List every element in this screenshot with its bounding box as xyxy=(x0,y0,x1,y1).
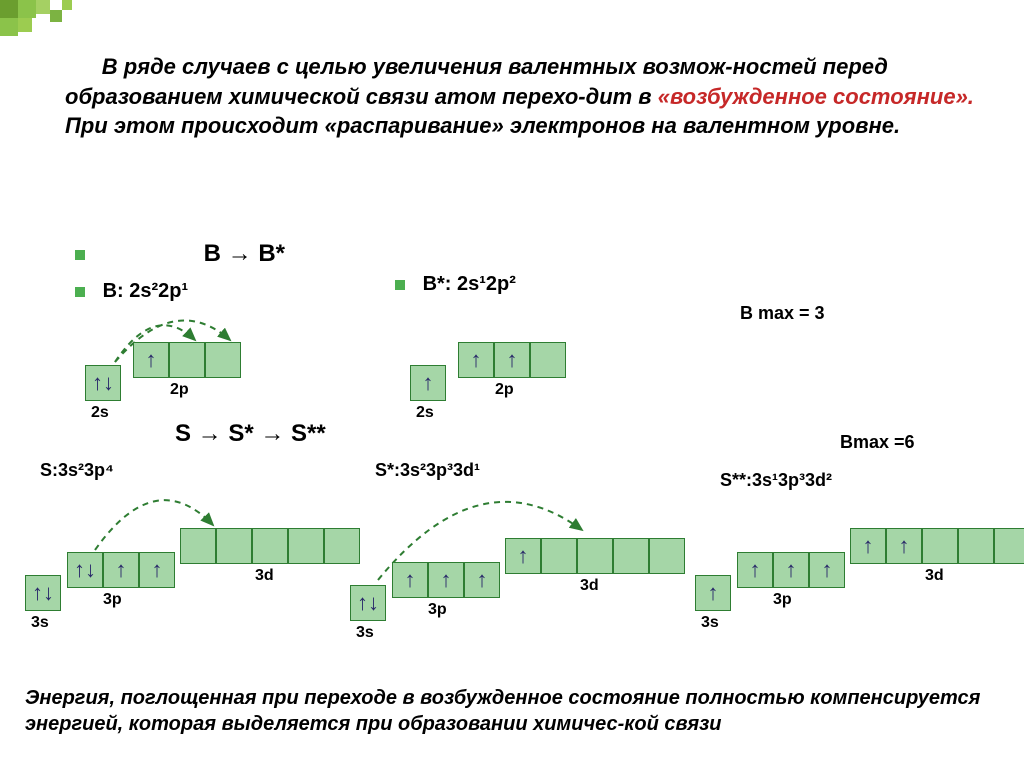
corner-decoration xyxy=(0,0,120,45)
orbital-cell xyxy=(649,538,685,574)
sulfur-star-diagram: ↑↓ 3s ↑↑↑ 3p ↑ 3d xyxy=(350,480,690,640)
orbital-2p: ↑ xyxy=(133,342,241,378)
orbital-3d: ↑↑ xyxy=(850,528,1024,564)
orbital-cell: ↑↓ xyxy=(85,365,121,401)
sulfur-dstar-config: S**:3s¹3p³3d² xyxy=(720,470,832,491)
orbital-3s: ↑↓ xyxy=(25,575,61,611)
label-3d: 3d xyxy=(255,567,274,585)
orbital-2s: ↑↓ xyxy=(85,365,121,401)
intro-red: «возбужденное состояние». xyxy=(658,84,974,109)
orbital-cell xyxy=(541,538,577,574)
label-3p: 3p xyxy=(428,601,447,619)
orbital-2p: ↑↑ xyxy=(458,342,566,378)
orbital-3d: ↑ xyxy=(505,538,685,574)
orbital-cell: ↑ xyxy=(850,528,886,564)
boron-transition-line: B → B* xyxy=(75,240,285,268)
label-3s: 3s xyxy=(356,624,374,642)
boron-excited-config: B*: 2s¹2p² xyxy=(423,273,516,295)
orbital-cell: ↑ xyxy=(809,552,845,588)
orbital-3s: ↑↓ xyxy=(350,585,386,621)
orbital-3p: ↑↑↑ xyxy=(392,562,500,598)
orbital-cell: ↑↓ xyxy=(25,575,61,611)
boron-ground-diagram: ↑↓ 2s ↑ 2p xyxy=(85,310,305,410)
label-3s: 3s xyxy=(31,614,49,632)
orbital-3p: ↑↓↑↑ xyxy=(67,552,175,588)
orbital-2s: ↑ xyxy=(410,365,446,401)
orbital-cell: ↑ xyxy=(737,552,773,588)
orbital-cell: ↑ xyxy=(133,342,169,378)
label-2p: 2p xyxy=(170,381,189,399)
boron-excited-diagram: ↑ 2s ↑↑ 2p xyxy=(410,310,630,410)
label-3d: 3d xyxy=(925,567,944,585)
orbital-cell xyxy=(577,538,613,574)
sulfur-star-config: S*:3s²3p³3d¹ xyxy=(375,460,480,481)
orbital-cell: ↑ xyxy=(392,562,428,598)
orbital-cell: ↑ xyxy=(410,365,446,401)
orbital-cell: ↑ xyxy=(428,562,464,598)
sulfur-ground-config: S:3s²3p⁴ xyxy=(40,460,114,481)
label-3p: 3p xyxy=(103,591,122,609)
orbital-cell: ↑↓ xyxy=(67,552,103,588)
orbital-cell: ↑↓ xyxy=(350,585,386,621)
boron-bmax: В max = 3 xyxy=(740,303,825,324)
boron-transition: B → B* xyxy=(204,240,285,267)
orbital-cell: ↑ xyxy=(494,342,530,378)
boron-ground-config: B: 2s²2p¹ xyxy=(103,280,189,302)
orbital-cell xyxy=(216,528,252,564)
bullet-icon xyxy=(75,250,85,260)
orbital-cell: ↑ xyxy=(695,575,731,611)
label-3p: 3p xyxy=(773,591,792,609)
intro-part2: При этом происходит «распаривание» элект… xyxy=(65,113,900,138)
boron-excited-config-line: B*: 2s¹2p² xyxy=(395,273,516,296)
label-2p: 2p xyxy=(495,381,514,399)
orbital-cell: ↑ xyxy=(103,552,139,588)
footer-paragraph: Энергия, поглощенная при переходе в возб… xyxy=(25,685,994,737)
orbital-cell xyxy=(169,342,205,378)
label-3d: 3d xyxy=(580,577,599,595)
bullet-icon xyxy=(395,280,405,290)
orbital-cell xyxy=(530,342,566,378)
orbital-cell xyxy=(922,528,958,564)
label-2s: 2s xyxy=(91,404,109,422)
orbital-3p: ↑↑↑ xyxy=(737,552,845,588)
orbital-3d xyxy=(180,528,360,564)
orbital-cell: ↑ xyxy=(139,552,175,588)
intro-paragraph: В ряде случаев с целью увеличения валент… xyxy=(65,52,984,141)
sulfur-dstar-diagram: ↑ 3s ↑↑↑ 3p ↑↑ 3d xyxy=(695,490,1024,640)
sulfur-transition: S → S* → S** xyxy=(175,420,326,448)
orbital-cell: ↑ xyxy=(886,528,922,564)
orbital-cell xyxy=(958,528,994,564)
label-2s: 2s xyxy=(416,404,434,422)
orbital-cell xyxy=(180,528,216,564)
label-3s: 3s xyxy=(701,614,719,632)
orbital-cell xyxy=(205,342,241,378)
orbital-cell xyxy=(613,538,649,574)
sulfur-bmax: Bmax =6 xyxy=(840,432,915,453)
sulfur-ground-diagram: ↑↓ 3s ↑↓↑↑ 3p 3d xyxy=(25,480,355,630)
orbital-cell: ↑ xyxy=(505,538,541,574)
orbital-cell xyxy=(994,528,1024,564)
orbital-cell xyxy=(288,528,324,564)
bullet-icon xyxy=(75,287,85,297)
orbital-cell xyxy=(252,528,288,564)
orbital-3s: ↑ xyxy=(695,575,731,611)
boron-ground-config-line: B: 2s²2p¹ xyxy=(75,280,188,303)
orbital-cell: ↑ xyxy=(458,342,494,378)
orbital-cell: ↑ xyxy=(773,552,809,588)
orbital-cell: ↑ xyxy=(464,562,500,598)
